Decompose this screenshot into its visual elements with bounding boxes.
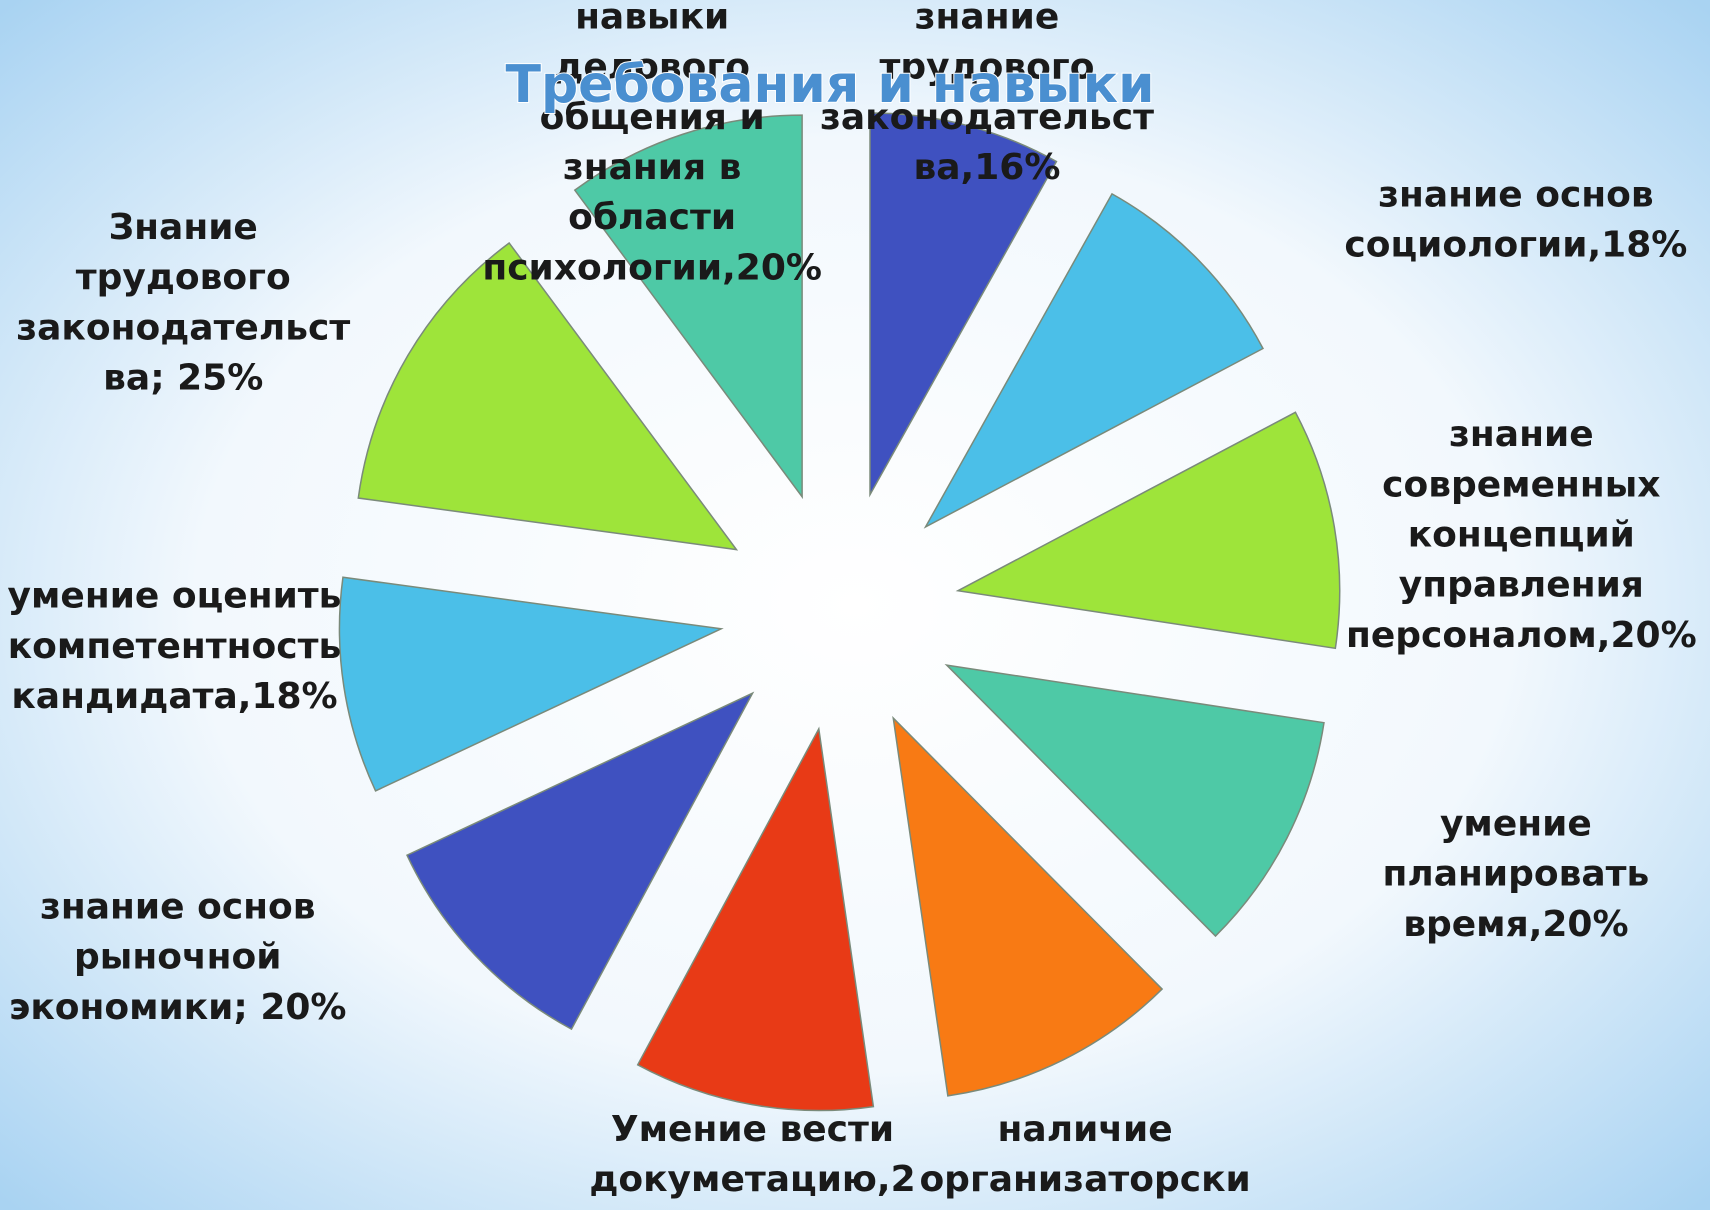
data-label: социологии,18% [1344, 224, 1687, 265]
data-label: персоналом,20% [1346, 615, 1697, 656]
data-label: наличие [998, 1109, 1173, 1150]
data-label: современных [1382, 464, 1660, 505]
slice [405, 691, 755, 1031]
data-label: знания в [563, 147, 742, 188]
chart-title: Требования и навыки [505, 55, 1154, 115]
slice [955, 411, 1341, 650]
data-label: докуметацию,2 [589, 1159, 915, 1200]
data-label: кандидата,18% [11, 676, 337, 717]
data-label: знание основ [40, 886, 316, 927]
data-label: знание [915, 0, 1060, 38]
data-label: общения и [540, 97, 765, 138]
slice [338, 576, 724, 792]
slice [357, 241, 739, 551]
data-label: трудового [879, 47, 1094, 88]
data-label: ва,16% [913, 147, 1060, 188]
slice [573, 114, 803, 500]
data-label: психологии,20% [482, 247, 822, 288]
slice [923, 192, 1265, 529]
data-label: Знание [109, 207, 258, 248]
data-label: знание [1449, 414, 1594, 455]
data-label: планировать [1382, 854, 1649, 895]
data-label: законодательст [16, 307, 350, 348]
slice [892, 715, 1164, 1097]
labels: знание трудового законодательст ва,16% знани… [8, 0, 1697, 1200]
data-label: области [568, 197, 736, 238]
data-label: управления [1399, 565, 1644, 606]
data-label: трудового [76, 257, 291, 298]
slice [869, 112, 1058, 498]
data-label: концепций [1408, 515, 1635, 556]
data-label: навыки [575, 0, 729, 38]
data-label: экономики; 20% [9, 987, 347, 1028]
data-label: знание основ [1378, 174, 1654, 215]
data-label: законодательст [820, 97, 1154, 138]
data-label: умение [1440, 804, 1592, 845]
data-label: ва; 25% [103, 358, 263, 399]
data-label: делового [554, 47, 750, 88]
data-label: Умение вести [611, 1109, 894, 1150]
slice [944, 664, 1325, 938]
data-label: время,20% [1403, 904, 1628, 945]
slice [636, 726, 875, 1112]
data-label: умение оценить [8, 576, 342, 617]
data-label: компетентность [8, 626, 341, 667]
data-label: рыночной [74, 937, 281, 978]
pie [338, 112, 1341, 1112]
data-label: организаторски [919, 1159, 1250, 1200]
